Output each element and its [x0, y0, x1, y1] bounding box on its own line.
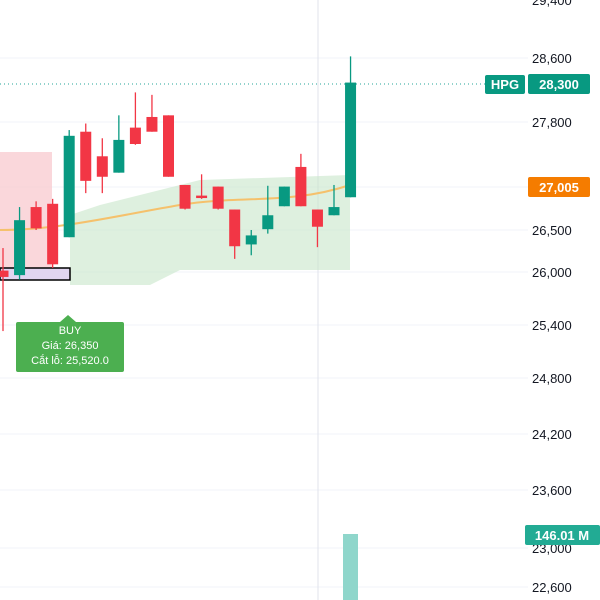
candle-body: [146, 116, 158, 132]
candle-body: [295, 166, 307, 207]
symbol-label: HPG: [491, 77, 519, 92]
y-tick-label: 28,600: [532, 51, 572, 66]
candle-body: [245, 235, 257, 245]
moving-average-badge-bg: [528, 177, 590, 197]
y-tick-label: 25,400: [532, 318, 572, 333]
moving-average-badge: 27,005: [528, 177, 590, 197]
candle-body: [0, 270, 9, 277]
buy-signal-stop: Cắt lỗ: 25,520.0: [31, 354, 109, 367]
buy-signal-title: BUY: [59, 325, 82, 337]
y-tick-label: 24,800: [532, 371, 572, 386]
y-tick-label: 23,600: [532, 483, 572, 498]
candle-body: [328, 207, 340, 216]
candle-body: [262, 215, 274, 230]
volume-bar: [343, 534, 358, 600]
y-tick-label: 27,800: [532, 115, 572, 130]
volume-badge-bg: [525, 525, 600, 545]
buy-signal-label[interactable]: BUY Giá: 26,350 Cắt lỗ: 25,520.0: [16, 315, 124, 372]
candle-body: [345, 82, 357, 198]
candle-body: [278, 186, 290, 207]
candle-body: [30, 207, 42, 229]
y-axis-ticks: 29,40028,60027,80027,00526,50026,00025,4…: [532, 0, 572, 595]
symbol-badge-bg: [485, 75, 525, 94]
candle-body: [63, 135, 75, 238]
candle-body: [113, 139, 125, 173]
y-tick-label: 29,400: [532, 0, 572, 8]
candle-body: [96, 156, 108, 177]
candle-body: [80, 131, 92, 181]
candle-body: [196, 195, 208, 199]
last-price-badge-bg: [528, 74, 590, 94]
y-tick-label: 22,600: [532, 580, 572, 595]
volume-label: 146.01 M: [535, 528, 589, 543]
entry-box: [0, 267, 71, 281]
candle-body: [229, 209, 241, 247]
moving-average-label: 27,005: [539, 180, 579, 195]
y-tick-label: 26,500: [532, 223, 572, 238]
buy-signal-bg: [16, 315, 124, 372]
candle-body: [311, 209, 323, 227]
candlesticks: [0, 56, 357, 332]
symbol-badge: HPG: [485, 75, 525, 94]
volume-bars: [343, 534, 358, 600]
candle-body: [179, 184, 191, 209]
candle-body: [212, 186, 224, 209]
buy-signal-price: Giá: 26,350: [42, 340, 99, 352]
last-price-badge: 28,300: [528, 74, 590, 94]
volume-badge: 146.01 M: [525, 525, 600, 545]
candle-body: [163, 115, 174, 177]
candle-body: [14, 220, 26, 276]
candle-body: [129, 127, 141, 144]
last-price-label: 28,300: [539, 77, 579, 92]
loss-zone: [0, 152, 52, 270]
y-tick-label: 24,200: [532, 427, 572, 442]
candle-body: [47, 203, 59, 265]
y-tick-label: 26,000: [532, 265, 572, 280]
